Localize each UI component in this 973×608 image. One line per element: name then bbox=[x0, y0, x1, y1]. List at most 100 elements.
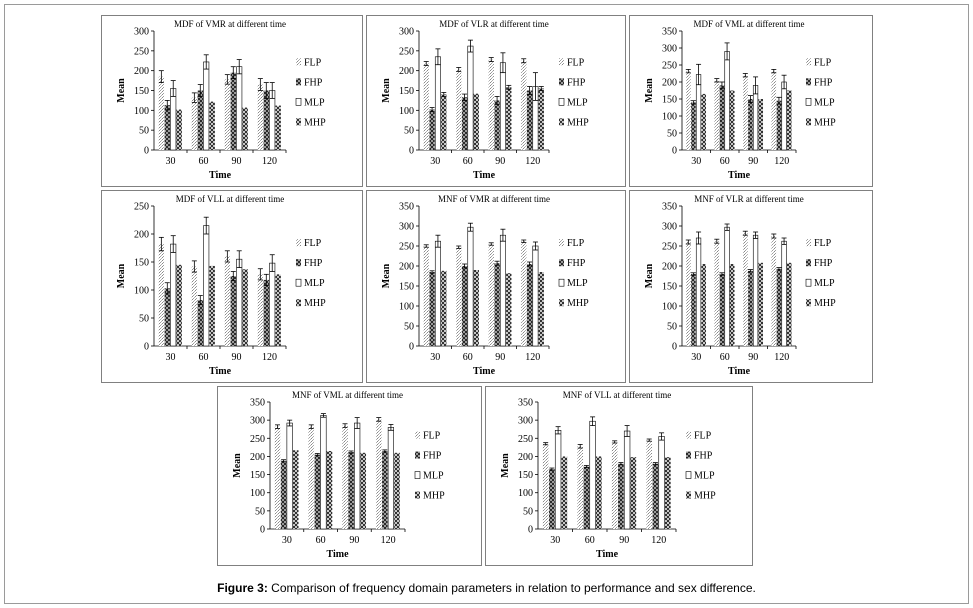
x-tick-label: 90 bbox=[495, 156, 505, 167]
x-tick-label: 120 bbox=[525, 156, 540, 167]
x-tick-label: 120 bbox=[262, 352, 277, 363]
y-tick-label: 0 bbox=[409, 342, 414, 353]
bar-mhp bbox=[176, 264, 182, 346]
bar-mhp bbox=[275, 105, 281, 150]
chart-title: MNF of VLL at different time bbox=[563, 390, 672, 400]
y-tick-label: 100 bbox=[250, 488, 265, 499]
y-axis-label: Mean bbox=[381, 263, 392, 288]
bar-mhp bbox=[441, 270, 447, 346]
y-tick-label: 300 bbox=[662, 222, 677, 233]
x-tick-label: 90 bbox=[232, 156, 242, 167]
y-tick-label: 350 bbox=[662, 27, 677, 38]
figure-frame bbox=[4, 4, 969, 604]
bar-fhp bbox=[263, 279, 269, 346]
y-tick-label: 300 bbox=[250, 416, 265, 427]
y-tick-label: 100 bbox=[399, 302, 414, 313]
bar-fhp bbox=[748, 99, 753, 150]
bar-flp bbox=[257, 84, 264, 150]
x-tick-label: 120 bbox=[651, 535, 666, 546]
bar-mhp bbox=[786, 90, 792, 150]
bar-mlp bbox=[286, 422, 293, 530]
x-tick-label: 60 bbox=[720, 352, 730, 363]
bar-fhp bbox=[691, 274, 696, 346]
y-tick-label: 100 bbox=[134, 286, 149, 297]
chart-svg: MNF of VMR at different time 0 50 100 150 200… bbox=[381, 194, 589, 377]
bar-flp bbox=[771, 236, 777, 346]
y-tick-label: 0 bbox=[528, 525, 533, 536]
chart-title: MNF of VML at different time bbox=[292, 390, 403, 400]
legend-swatch-mhp bbox=[806, 118, 811, 126]
y-tick-label: 50 bbox=[139, 314, 149, 325]
y-tick-label: 0 bbox=[144, 342, 149, 353]
y-tick-label: 200 bbox=[662, 78, 677, 89]
chart-svg: MDF of VLR at different time 0 50 100 150 200… bbox=[381, 19, 589, 181]
bar-mlp bbox=[752, 234, 759, 347]
y-tick-label: 200 bbox=[662, 262, 677, 273]
legend-swatch-flp bbox=[559, 239, 564, 247]
y-tick-label: 100 bbox=[518, 488, 533, 499]
bar-flp bbox=[611, 441, 618, 529]
bar-mhp bbox=[292, 450, 299, 529]
bar-fhp bbox=[652, 463, 659, 529]
bar-fhp bbox=[280, 460, 287, 529]
bar-mlp bbox=[269, 90, 276, 151]
bar-mhp bbox=[701, 93, 707, 150]
bar-flp bbox=[191, 266, 198, 346]
x-tick-label: 30 bbox=[550, 535, 560, 546]
x-tick-label: 90 bbox=[232, 352, 242, 363]
bar-flp bbox=[423, 246, 429, 346]
bar-mlp bbox=[589, 420, 596, 530]
bar-fhp bbox=[164, 288, 170, 346]
bar-mlp bbox=[236, 66, 243, 151]
x-tick-label: 120 bbox=[381, 535, 396, 546]
bar-flp bbox=[714, 241, 720, 346]
legend-swatch-mhp bbox=[559, 118, 564, 126]
y-tick-label: 250 bbox=[662, 242, 677, 253]
bar-flp bbox=[224, 256, 231, 346]
chart-svg: MDF of VML at different time 0 50 100 150 200… bbox=[644, 19, 836, 181]
y-tick-label: 50 bbox=[404, 322, 414, 333]
bar-fhp bbox=[230, 276, 236, 346]
legend-label-fhp: FHP bbox=[304, 258, 323, 269]
bar-mlp bbox=[658, 436, 665, 530]
y-tick-label: 100 bbox=[662, 112, 677, 123]
bar-flp bbox=[771, 71, 777, 150]
legend-label-fhp: FHP bbox=[694, 451, 713, 462]
bar-flp bbox=[191, 97, 198, 150]
bar-mlp bbox=[724, 51, 730, 151]
legend-label-mlp: MLP bbox=[814, 97, 835, 108]
legend-label-fhp: FHP bbox=[423, 451, 442, 462]
bar-flp bbox=[685, 242, 691, 346]
y-tick-label: 250 bbox=[518, 434, 533, 445]
x-tick-label: 90 bbox=[349, 535, 359, 546]
y-tick-label: 100 bbox=[134, 106, 149, 117]
y-tick-label: 250 bbox=[399, 242, 414, 253]
bar-flp bbox=[646, 440, 653, 529]
y-tick-label: 0 bbox=[672, 342, 677, 353]
chart-panel-mdf-vml: MDF of VML at different time 0 50 100 150 200… bbox=[629, 15, 873, 187]
legend-label-fhp: FHP bbox=[304, 77, 323, 88]
bar-mlp bbox=[499, 62, 506, 151]
x-tick-label: 30 bbox=[166, 156, 176, 167]
bar-mhp bbox=[473, 270, 479, 346]
figure-caption: Figure 3: Comparison of frequency domain… bbox=[0, 581, 973, 595]
chart-svg: MDF of VLL at different time 0 50 100 150 200… bbox=[116, 194, 326, 377]
bar-flp bbox=[158, 244, 165, 346]
bar-flp bbox=[342, 425, 348, 529]
bar-mlp bbox=[724, 226, 730, 347]
bar-mhp bbox=[664, 457, 671, 529]
y-tick-label: 0 bbox=[672, 146, 677, 157]
x-tick-label: 60 bbox=[720, 156, 730, 167]
bar-flp bbox=[488, 244, 494, 346]
legend-swatch-fhp bbox=[559, 259, 564, 267]
bar-fhp bbox=[618, 463, 624, 529]
y-tick-label: 300 bbox=[518, 416, 533, 427]
x-tick-label: 90 bbox=[619, 535, 629, 546]
bar-mlp bbox=[434, 240, 441, 347]
chart-panel-mnf-vml: MNF of VML at different time 0 50 100 150 200… bbox=[217, 386, 482, 566]
legend-label-fhp: FHP bbox=[814, 258, 833, 269]
legend-swatch-flp bbox=[806, 58, 811, 66]
bar-fhp bbox=[748, 270, 753, 346]
chart-title: MNF of VLR at different time bbox=[694, 194, 803, 204]
x-axis-label: Time bbox=[728, 366, 751, 377]
